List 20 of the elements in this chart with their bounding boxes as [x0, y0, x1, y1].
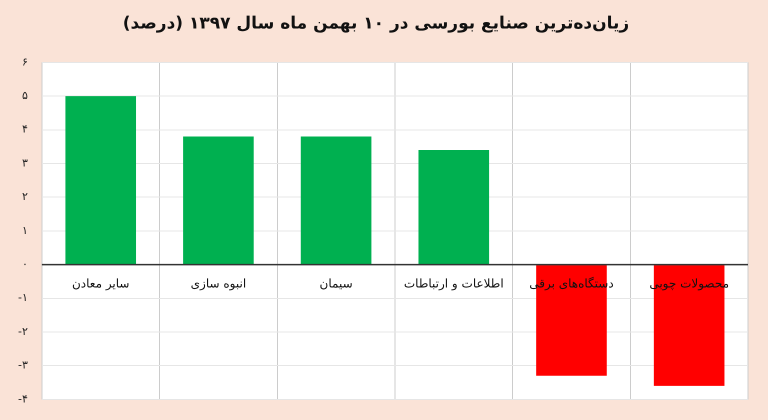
y-tick-label: ۵ [22, 88, 28, 102]
bar [418, 150, 490, 264]
y-tick-label: -۳ [18, 358, 28, 372]
y-tick-label: ۱ [22, 224, 28, 237]
y-tick-label: -۴ [18, 392, 28, 406]
y-tick-label: ۶ [22, 55, 28, 68]
x-tick-label: اطلاعات و ارتباطات [404, 276, 504, 291]
bar [65, 96, 136, 264]
x-tick-label: سیمان [320, 276, 353, 291]
bar [183, 136, 254, 264]
x-tick-label: سایر معادن [72, 276, 130, 291]
y-tick-label: -۱ [18, 291, 28, 304]
x-tick-label: انبوه سازی [190, 276, 246, 291]
chart-title: زیان‌ده‌ترین صنایع بورسی در ۱۰ بهمن ماه سال ۱۳۹۷ (درصد) [122, 14, 630, 34]
y-tick-label: ۴ [22, 122, 28, 136]
y-tick-label: ۰ [22, 257, 28, 270]
bar [300, 136, 372, 264]
y-tick-label: -۲ [18, 324, 28, 338]
y-tick-label: ۳ [22, 156, 28, 170]
y-tick-label: ۲ [22, 190, 28, 204]
